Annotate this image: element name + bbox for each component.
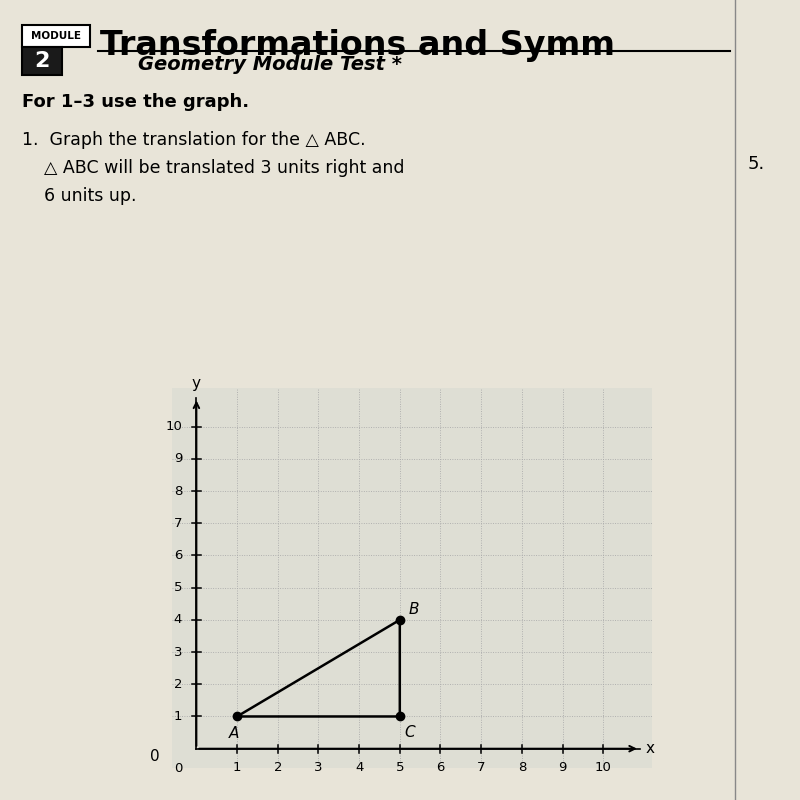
Text: B: B — [409, 602, 419, 618]
Text: 5.: 5. — [748, 155, 766, 173]
Bar — [22, 47, 62, 75]
Text: 5: 5 — [174, 581, 182, 594]
Text: x: x — [646, 741, 655, 756]
Text: 10: 10 — [166, 420, 182, 433]
Text: A: A — [229, 726, 239, 741]
Text: MODULE: MODULE — [31, 31, 81, 41]
Bar — [22, 25, 90, 47]
Text: 5: 5 — [395, 761, 404, 774]
Text: 6 units up.: 6 units up. — [22, 187, 137, 205]
Text: Geometry Module Test *: Geometry Module Test * — [138, 55, 402, 74]
Text: 2: 2 — [274, 761, 282, 774]
Text: 2: 2 — [34, 51, 50, 71]
Text: 1: 1 — [174, 710, 182, 723]
Text: For 1–3 use the graph.: For 1–3 use the graph. — [22, 93, 249, 111]
Text: 0: 0 — [174, 762, 182, 775]
Text: 7: 7 — [174, 517, 182, 530]
Text: 10: 10 — [594, 761, 612, 774]
Text: 1: 1 — [233, 761, 242, 774]
Text: 2: 2 — [174, 678, 182, 690]
Text: △ ABC will be translated 3 units right and: △ ABC will be translated 3 units right a… — [22, 159, 405, 177]
Text: Transformations and Symm: Transformations and Symm — [100, 29, 615, 62]
Text: 6: 6 — [436, 761, 445, 774]
Text: 4: 4 — [355, 761, 363, 774]
Text: 9: 9 — [558, 761, 566, 774]
Text: 1.  Graph the translation for the △ ABC.: 1. Graph the translation for the △ ABC. — [22, 131, 366, 149]
Text: 3: 3 — [174, 646, 182, 658]
Text: 8: 8 — [174, 485, 182, 498]
Text: 6: 6 — [174, 549, 182, 562]
Text: 3: 3 — [314, 761, 322, 774]
Text: 4: 4 — [174, 614, 182, 626]
Text: 8: 8 — [518, 761, 526, 774]
Text: y: y — [192, 376, 201, 391]
Text: C: C — [404, 726, 414, 741]
Text: 7: 7 — [477, 761, 486, 774]
Text: 0: 0 — [150, 749, 159, 764]
Text: 9: 9 — [174, 452, 182, 466]
